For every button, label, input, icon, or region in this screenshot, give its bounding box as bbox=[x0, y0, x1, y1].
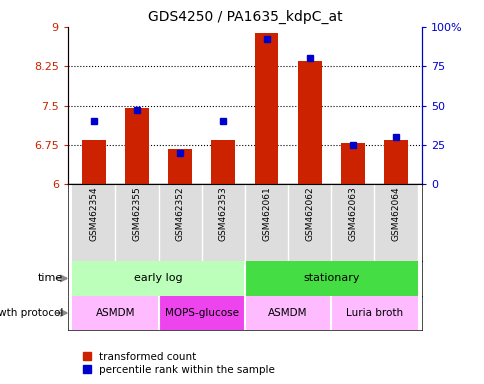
Bar bbox=[340, 143, 364, 184]
Text: time: time bbox=[38, 273, 63, 283]
Bar bbox=[158, 184, 201, 261]
Text: GSM462354: GSM462354 bbox=[89, 187, 98, 241]
Bar bbox=[158, 296, 244, 330]
Title: GDS4250 / PA1635_kdpC_at: GDS4250 / PA1635_kdpC_at bbox=[147, 10, 342, 25]
Text: GSM462061: GSM462061 bbox=[261, 187, 271, 242]
Text: stationary: stationary bbox=[302, 273, 359, 283]
Bar bbox=[374, 184, 417, 261]
Text: GSM462352: GSM462352 bbox=[175, 187, 184, 241]
Bar bbox=[254, 33, 278, 184]
Text: GSM462064: GSM462064 bbox=[391, 187, 400, 241]
Text: Luria broth: Luria broth bbox=[345, 308, 402, 318]
Bar bbox=[244, 184, 287, 261]
Bar bbox=[201, 184, 244, 261]
Bar bbox=[244, 296, 331, 330]
Text: MOPS-glucose: MOPS-glucose bbox=[165, 308, 238, 318]
Text: GSM462063: GSM462063 bbox=[348, 187, 357, 242]
Text: growth protocol: growth protocol bbox=[0, 308, 63, 318]
Text: GSM462355: GSM462355 bbox=[132, 187, 141, 242]
Bar bbox=[244, 261, 417, 296]
Bar bbox=[82, 140, 106, 184]
Legend: transformed count, percentile rank within the sample: transformed count, percentile rank withi… bbox=[83, 352, 275, 375]
Text: early log: early log bbox=[134, 273, 182, 283]
Bar bbox=[383, 140, 407, 184]
Bar bbox=[297, 61, 321, 184]
Text: ASMDM: ASMDM bbox=[268, 308, 307, 318]
Text: GSM462353: GSM462353 bbox=[218, 187, 227, 242]
Bar bbox=[72, 184, 115, 261]
Text: GSM462062: GSM462062 bbox=[304, 187, 314, 241]
Bar bbox=[125, 108, 149, 184]
Bar bbox=[331, 296, 417, 330]
Bar bbox=[72, 261, 244, 296]
Bar bbox=[115, 184, 158, 261]
Bar bbox=[168, 149, 192, 184]
Bar bbox=[331, 184, 374, 261]
Bar bbox=[211, 140, 235, 184]
Bar bbox=[287, 184, 331, 261]
Bar bbox=[72, 296, 158, 330]
Text: ASMDM: ASMDM bbox=[95, 308, 135, 318]
